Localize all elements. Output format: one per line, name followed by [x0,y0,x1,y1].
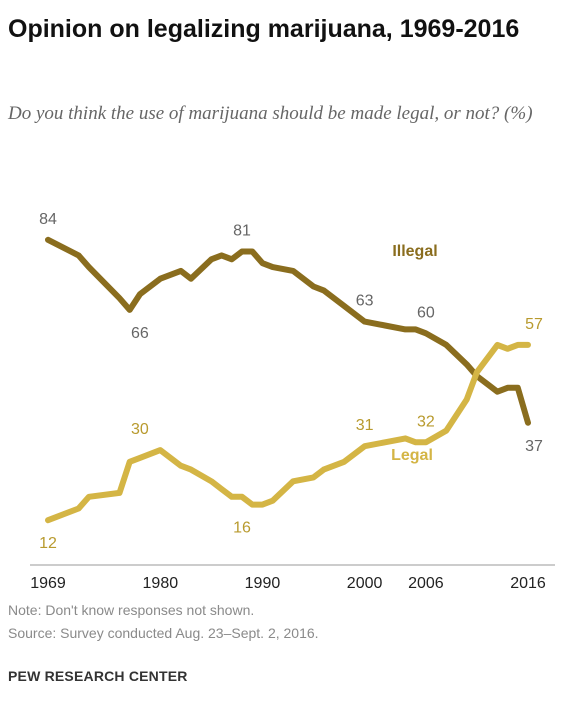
chart-title: Opinion on legalizing marijuana, 1969-20… [8,15,520,43]
series-label-illegal: Illegal [392,243,437,260]
source-note: Source: Survey conducted Aug. 23–Sept. 2… [8,625,319,641]
x-tick-label-2016: 2016 [510,575,546,592]
data-label-illegal-2016: 37 [525,438,543,455]
data-label-legal-1978: 30 [131,421,149,438]
line-chart: 84 66 81 63 60 37 12 30 16 31 32 57 Illegal Legal 19… [30,211,555,592]
data-label-illegal-1969: 84 [39,211,57,228]
x-tick-label-2006: 2006 [408,575,444,592]
x-tick-label-1980: 1980 [143,575,179,592]
data-label-legal-2016: 57 [525,316,543,333]
data-label-illegal-1978: 66 [131,325,149,342]
data-label-illegal-1988: 81 [233,222,251,239]
series-labels: Illegal Legal [391,243,438,464]
series-line-legal [45,341,531,524]
data-label-legal-1969: 12 [39,535,57,552]
x-axis: 1969 1980 1990 2000 2006 2016 [30,564,555,592]
data-label-illegal-2000: 63 [356,293,374,310]
x-tick-label-2000: 2000 [347,575,383,592]
data-labels: 84 66 81 63 60 37 12 30 16 31 32 57 [39,211,543,552]
x-tick-label-1969: 1969 [30,575,66,592]
series-label-legal: Legal [391,447,433,464]
data-label-illegal-2006: 60 [417,304,435,321]
brand-logo-text: PEW RESEARCH CENTER [8,668,188,684]
series-line-illegal [45,236,531,426]
footnote: Note: Don't know responses not shown. [8,602,255,618]
series-lines [45,236,531,524]
data-label-legal-2000: 31 [356,417,374,434]
data-label-legal-2006: 32 [417,413,435,430]
x-tick-label-1990: 1990 [245,575,281,592]
data-label-legal-1988: 16 [233,520,251,537]
chart-subtitle: Do you think the use of marijuana should… [8,103,533,124]
